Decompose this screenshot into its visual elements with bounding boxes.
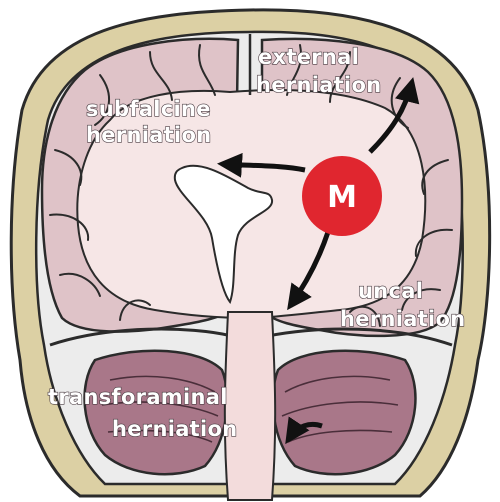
cerebellum-left <box>83 349 229 476</box>
transforaminal-herniation-label-2: herniation <box>112 417 237 441</box>
subfalcine-herniation-arrow <box>217 152 306 178</box>
tentorium <box>49 327 453 347</box>
transforaminal-herniation-label-1: transforaminal <box>48 385 228 409</box>
subfalcine-herniation-label-1: subfalcine <box>86 97 211 121</box>
ventricle <box>173 164 273 305</box>
mass-label: M <box>327 180 357 215</box>
uncal-herniation-label-2: herniation <box>340 307 465 331</box>
subfalcine-herniation-label-2: herniation <box>86 123 211 147</box>
cerebellum-right <box>271 349 417 476</box>
uncal-herniation-arrow <box>287 231 331 311</box>
mass-circle <box>302 156 382 236</box>
uncal-herniation-label-1: uncal <box>358 279 423 303</box>
brainstem <box>223 311 277 501</box>
right-gyri <box>286 44 453 327</box>
cerebellar-folia <box>101 375 399 443</box>
external-herniation-label-2: herniation <box>256 73 381 97</box>
external-herniation-label-1: external <box>258 45 359 69</box>
external-herniation-arrow <box>368 77 420 154</box>
left-gyri <box>49 44 216 321</box>
transforaminal-herniation-arrow <box>285 416 323 445</box>
